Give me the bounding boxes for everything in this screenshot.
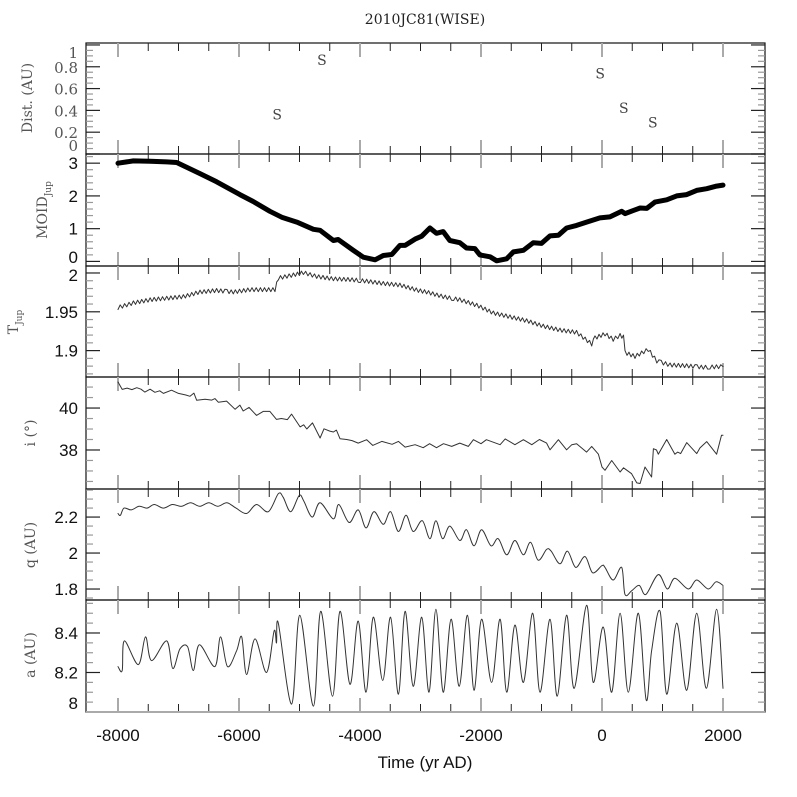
y-axis-title-main: a (AU) xyxy=(23,632,39,678)
panel-frame xyxy=(85,488,766,601)
y-tick-label: 2 xyxy=(69,266,78,285)
x-axis-title: Time (yr AD) xyxy=(378,753,473,772)
y-tick-label: 2 xyxy=(69,187,78,206)
panel-frame xyxy=(85,153,766,267)
y-tick-label: 0.8 xyxy=(54,59,78,77)
close-approach-marker: S xyxy=(595,66,605,82)
y-axis-title: MOIDJup xyxy=(35,181,54,239)
y-tick-label: 2 xyxy=(69,544,78,563)
panel-a: 8 8.2 8.4 a (AU) xyxy=(23,599,766,713)
panel-moid: 0 1 2 3 MOIDJup xyxy=(35,153,766,267)
series-line-incl xyxy=(117,381,724,484)
x-tick-label: 0 xyxy=(597,726,606,745)
close-approach-marker: S xyxy=(619,101,629,117)
y-tick-label: 1.8 xyxy=(54,580,78,599)
y-axis-title-main: Dist. (AU) xyxy=(20,63,36,133)
y-tick-label: 8.4 xyxy=(54,624,78,643)
y-axis-title-main: T xyxy=(6,324,22,334)
panel-frame xyxy=(85,265,766,378)
panel-frame xyxy=(85,42,766,155)
y-axis-title-subscript: Jup xyxy=(44,181,54,197)
y-axis-title-main: i (°) xyxy=(23,420,39,447)
y-axis-title: i (°) xyxy=(23,420,39,447)
y-tick-label: 0 xyxy=(69,248,78,267)
x-tick-label: -8000 xyxy=(96,726,139,745)
panel-dist: 00.2 0.4 0.6 0.81 Dist. (AU) S S S S S xyxy=(20,42,766,155)
y-tick-label: 1.95 xyxy=(45,303,78,322)
close-approach-marker: S xyxy=(648,115,658,131)
y-tick-label: 8 xyxy=(69,694,78,713)
y-tick-label: 1 xyxy=(68,44,78,62)
panel-frame xyxy=(85,376,766,490)
y-axis-title: a (AU) xyxy=(23,632,39,678)
y-axis-title: TJup xyxy=(6,310,25,335)
y-tick-label: 40 xyxy=(59,399,78,418)
y-axis-title-main: MOID xyxy=(35,196,51,239)
x-tick-label: -2000 xyxy=(459,726,502,745)
y-tick-label: 1 xyxy=(69,220,78,239)
x-tick-label: 2000 xyxy=(704,726,742,745)
y-tick-label: 2.2 xyxy=(54,508,78,527)
y-tick-label: 3 xyxy=(69,154,78,173)
panel-tjup: 1.9 1.95 2 TJup xyxy=(6,265,766,378)
series-line-a xyxy=(117,604,724,707)
x-tick-label: -4000 xyxy=(338,726,381,745)
close-approach-marker: S xyxy=(317,53,327,69)
series-line-moid xyxy=(115,158,726,264)
y-axis-title: Dist. (AU) xyxy=(20,63,36,133)
y-axis-title-main: q (AU) xyxy=(23,522,39,568)
y-axis-title-subscript: Jup xyxy=(15,310,25,326)
y-tick-label: 1.9 xyxy=(54,342,78,361)
series-line-tjup xyxy=(117,270,724,370)
y-tick-label: 0.2 xyxy=(54,124,78,142)
y-tick-label: 0.6 xyxy=(54,81,78,99)
y-tick-label: 38 xyxy=(59,441,78,460)
y-tick-label: 0 xyxy=(68,137,78,155)
x-axis: -8000 -6000 -4000 -2000 0 2000 xyxy=(86,711,765,745)
panel-q: 1.8 2 2.2 q (AU) xyxy=(23,488,766,601)
y-tick-label: 0.4 xyxy=(54,102,78,120)
y-axis-title: q (AU) xyxy=(23,522,39,568)
series-line-q xyxy=(117,492,724,597)
x-tick-label: -6000 xyxy=(217,726,260,745)
panel-incl: 38 40 i (°) xyxy=(23,376,766,490)
y-tick-label: 8.2 xyxy=(54,663,78,682)
close-approach-marker: S xyxy=(272,108,282,124)
chart-title: 2010JC81(WISE) xyxy=(365,12,485,28)
